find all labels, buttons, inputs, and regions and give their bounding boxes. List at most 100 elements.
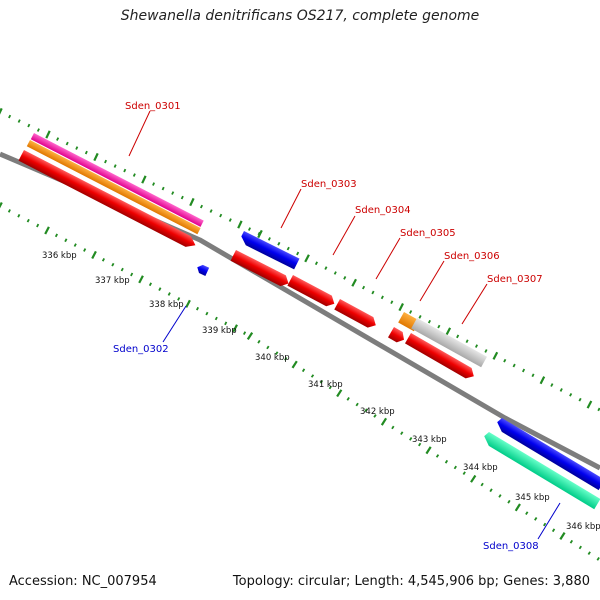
minor-tick [224,321,228,326]
genome-summary-text: Topology: circular; Length: 4,545,906 bp… [232,574,590,589]
major-tick [336,389,343,398]
minor-tick [104,159,108,164]
gene-arrow-sden-0305[interactable] [287,275,337,309]
minor-tick [578,545,582,550]
kbp-label: 345 kbp [515,493,550,503]
minor-tick [525,511,529,515]
gene-label-sden-0304[interactable]: Sden_0304 [355,205,411,216]
minor-tick [498,494,502,498]
major-tick [425,446,432,455]
major-tick [44,226,50,235]
major-tick [189,197,195,207]
kbp-label: 336 kbp [42,251,77,261]
gene-arrow-sden-0306[interactable] [334,299,378,331]
major-tick [539,376,546,385]
major-tick [232,324,238,333]
major-tick [45,130,51,139]
minor-tick [257,339,261,344]
major-tick [237,220,243,229]
minor-tick [83,248,87,252]
gene-label-sden-0303[interactable]: Sden_0303 [301,179,357,190]
gene-label-sden-0302[interactable]: Sden_0302 [113,344,169,355]
minor-tick [130,272,134,277]
accession-text: Accession: NC_007954 [9,574,157,589]
minor-tick [17,119,21,123]
gene-label-sden-0307[interactable]: Sden_0307 [487,274,543,285]
gene-arrow-sden-0301[interactable] [18,150,198,251]
minor-tick [301,368,306,373]
gene-bar-sden-0301-orange[interactable] [26,140,201,235]
minor-tick [569,392,573,397]
minor-tick [228,218,232,222]
minor-tick [328,385,332,390]
kbp-label: 337 kbp [95,276,130,286]
minor-tick [507,499,511,504]
minor-tick [214,316,218,321]
minor-tick [310,374,315,378]
minor-tick [543,522,547,527]
minor-tick [380,295,384,300]
minor-tick [199,204,204,209]
minor-tick [7,209,11,213]
minor-tick [17,213,21,218]
leader-sden-0304 [332,215,356,256]
kbp-label: 341 kbp [308,380,343,390]
kbp-label: 344 kbp [463,463,498,473]
minor-tick [113,164,117,168]
minor-tick [177,297,181,301]
kbp-scale-labels: 336 kbp 337 kbp 338 kbp 339 kbp 340 kbp 341 k… [42,251,600,532]
minor-tick [418,314,422,319]
gene-arrow-sden-0306-small[interactable] [388,327,407,345]
minor-tick [26,218,30,223]
kbp-label: 346 kbp [566,522,600,532]
minor-tick [435,454,440,458]
kbp-label: 342 kbp [360,407,395,417]
minor-tick [596,557,600,561]
gene-label-sden-0308[interactable]: Sden_0308 [483,541,539,552]
minor-tick [161,186,165,191]
minor-tick [267,237,271,241]
major-tick [398,303,404,312]
minor-tick [243,331,247,336]
minor-tick [324,266,328,270]
major-tick [0,107,3,115]
minor-tick [277,241,281,246]
minor-tick [578,397,582,402]
minor-tick [409,310,413,314]
minor-tick [474,344,479,348]
minor-tick [284,357,288,361]
gene-label-sden-0305[interactable]: Sden_0305 [400,228,456,239]
major-tick [470,474,477,483]
gene-bar-sden-0301-pink[interactable] [30,133,204,227]
gene-arrow-sden-0308-blue[interactable] [494,417,600,491]
minor-tick [171,191,175,195]
minor-tick [286,246,290,251]
gene-arrow-sden-0307[interactable] [405,333,477,381]
minor-tick [400,431,404,435]
gene-arrow-sden-0304[interactable] [230,250,292,289]
genome-backbone [0,151,600,471]
minor-tick [484,349,488,353]
minor-tick [355,402,359,407]
kbp-label: 339 kbp [202,326,237,336]
major-tick [304,254,310,263]
minor-tick [8,114,12,119]
gene-arrow-sden-0303[interactable] [239,231,300,270]
gene-arrow-sden-0302[interactable] [195,263,210,276]
minor-tick [559,388,563,392]
minor-tick [205,311,209,316]
minor-tick [314,261,318,266]
gene-label-sden-0306[interactable]: Sden_0306 [444,251,500,262]
minor-tick [319,379,324,384]
minor-tick [362,285,366,290]
leader-sden-0302 [162,305,187,343]
gene-bar-sden-0307-grey[interactable] [411,318,487,368]
minor-tick [456,334,460,339]
major-tick [257,229,263,239]
leader-sden-0307 [461,283,488,325]
gene-arrow-sden-0308[interactable] [481,431,600,510]
major-tick [445,327,452,336]
minor-tick [531,373,535,378]
gene-label-sden-0301[interactable]: Sden_0301 [125,101,181,112]
